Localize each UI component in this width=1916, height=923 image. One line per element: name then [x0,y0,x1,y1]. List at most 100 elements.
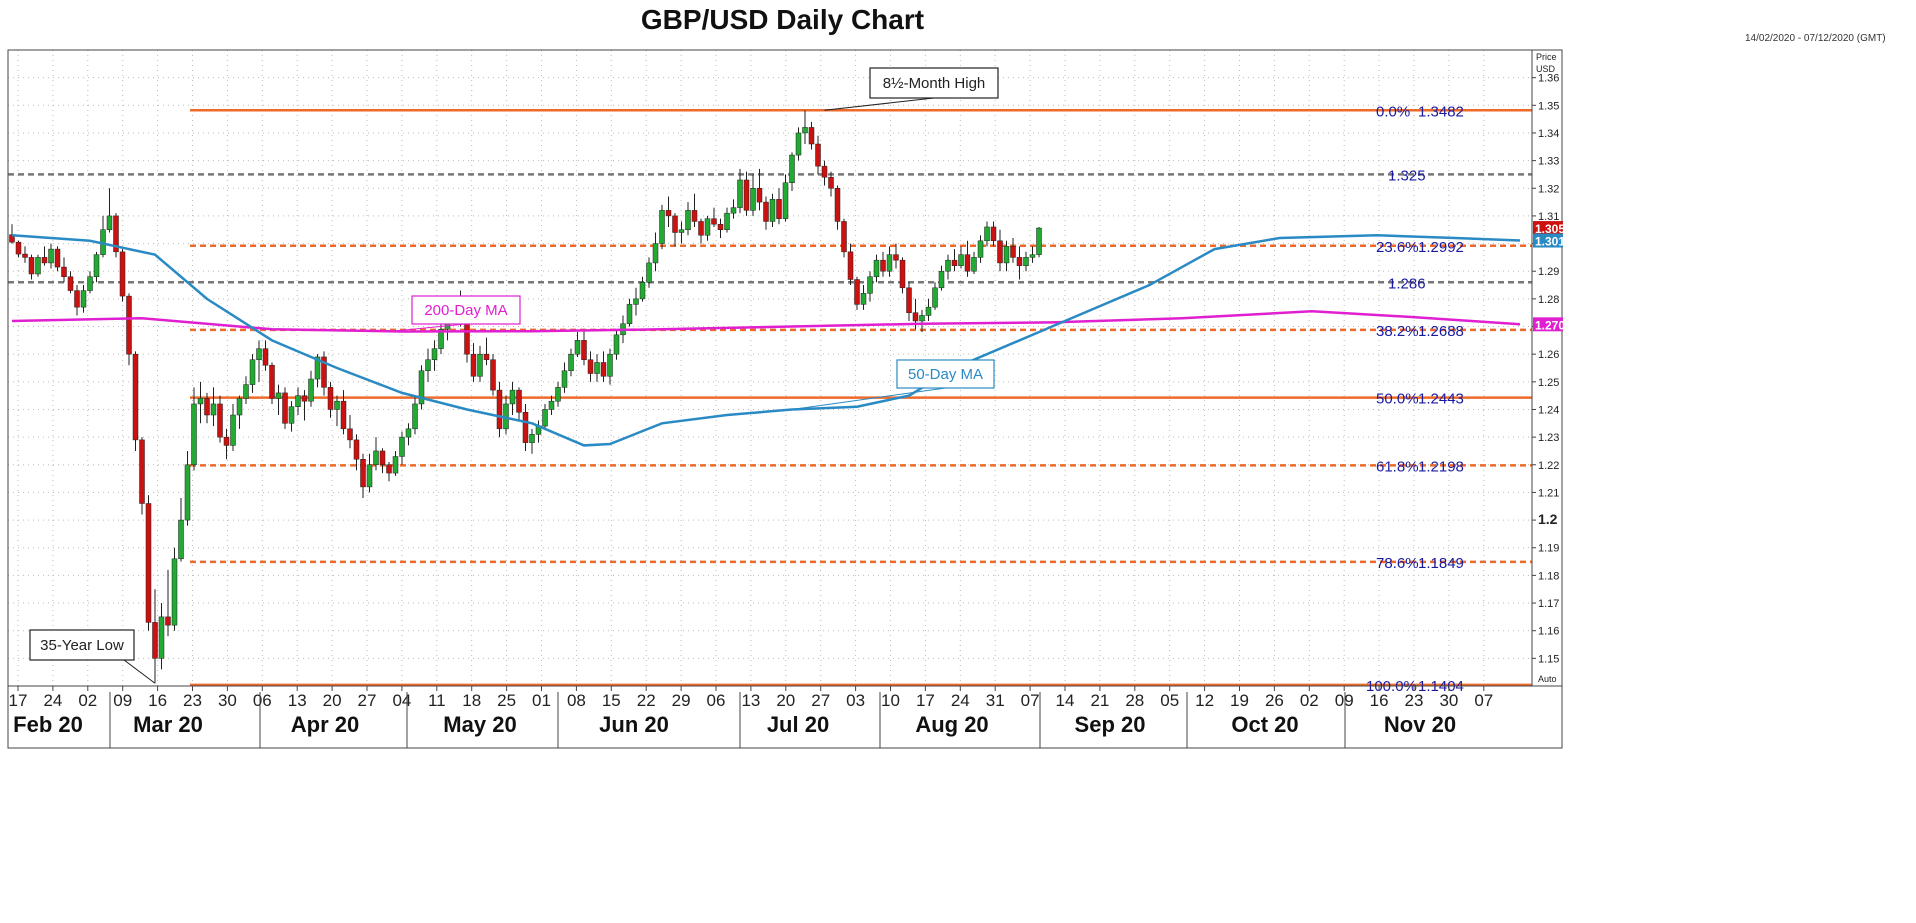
candle-body [581,340,587,360]
price-axis-title: Price [1536,52,1557,62]
y-tick-label: 1.33 [1538,156,1559,168]
candle-body [464,320,470,355]
auto-scale-label[interactable]: Auto [1538,674,1557,684]
price-tag-box [1533,317,1563,332]
candle-body [282,392,288,424]
candle-body [308,378,314,402]
candle-body [256,348,262,360]
x-tick-label: 09 [113,691,132,710]
y-tick-label: 1.2 [1538,511,1558,527]
grid [8,50,1532,686]
candle-body [1023,257,1029,266]
candle-body [574,340,581,355]
candle-body [886,254,893,272]
candle-body [412,403,418,430]
candle-body [184,464,191,521]
candle-body [54,248,61,268]
candle-body [269,364,275,399]
level-value-label: 1.325 [1388,167,1426,184]
candle-body [782,182,789,219]
candle-body [288,406,295,424]
x-month-label: May 20 [443,712,516,737]
candle-body [1010,246,1016,258]
plot-frame [7,49,1533,687]
x-tick-label: 25 [497,691,516,710]
x-tick-label: 03 [846,691,865,710]
candle-body [698,221,704,236]
candle-body [659,210,665,244]
x-tick-label: 29 [672,691,691,710]
y-axis-ticks: 1.361.351.341.331.321.311.301.291.281.27… [1532,73,1559,665]
candle-body [646,262,652,283]
candle-body [756,188,763,203]
x-tick-label: 15 [602,691,621,710]
candle-body [334,400,340,410]
x-tick-label: 16 [148,691,167,710]
x-tick-label: 23 [1405,691,1424,710]
candle-body [587,359,594,374]
candle-body [854,279,860,305]
annotation-box [29,629,135,661]
candle-body [795,132,802,156]
annotation-box [896,359,995,389]
x-tick-label: 06 [707,691,726,710]
candle-body [899,259,906,289]
candle-body [672,215,678,233]
candle-body [1036,227,1042,255]
candle-body [828,176,834,189]
x-tick-label: 26 [1265,691,1284,710]
candle-body [1003,246,1010,264]
y-tick-label: 1.25 [1538,377,1559,389]
y-tick-label: 1.29 [1538,266,1559,278]
x-tick-label: 12 [1195,691,1214,710]
candle-body [353,439,360,460]
candle-body [750,188,756,211]
x-tick-label: 27 [358,691,377,710]
x-tick-label: 28 [1125,691,1144,710]
candle-body [912,312,919,322]
candle-body [145,503,152,623]
candle-body [685,210,691,230]
x-tick-label: 27 [811,691,830,710]
price-tag-label: 1.3056 [1535,222,1572,236]
candle-body [204,398,210,416]
candle-body [48,248,54,264]
candle-body [74,290,80,308]
annotation-label: 8½-Month High [883,75,986,92]
candle-body [516,389,522,413]
candle-body [386,464,392,474]
candle-body [613,334,620,355]
x-tick-label: 22 [637,691,656,710]
candle-body [873,259,880,277]
candle-body [769,199,776,222]
price-tag-label: 1.3011 [1535,235,1571,249]
x-tick-label: 23 [183,691,202,710]
annotations: 8½-Month High 35-Year Low 200-Day MA 50-Day… [29,67,999,684]
candle-body [860,293,867,305]
candle-body [87,276,93,291]
candle-body [821,165,828,178]
price-axis-unit: USD [1536,64,1556,74]
level-percent-label: 78.6% [1376,555,1419,572]
x-month-label: Oct 20 [1231,712,1298,737]
x-month-label: Jun 20 [599,712,669,737]
y-tick-label: 1.34 [1538,128,1559,140]
candle-body [321,356,327,388]
y-tick-label: 1.36 [1538,73,1559,85]
x-tick-label: 18 [462,691,481,710]
candle-body [561,370,568,388]
x-tick-label: 07 [1021,691,1040,710]
annotation-pointer [388,323,467,332]
y-tick-label: 1.28 [1538,294,1559,306]
candle-body [80,290,87,308]
annotation-label: 200-Day MA [424,302,507,319]
candle-body [139,439,145,504]
candle-body [223,436,230,446]
level-value-label: 1.2688 [1418,323,1464,340]
x-month-label: Mar 20 [133,712,203,737]
candle-body [431,348,438,360]
candle-body [236,398,243,416]
candle-body [841,221,847,253]
